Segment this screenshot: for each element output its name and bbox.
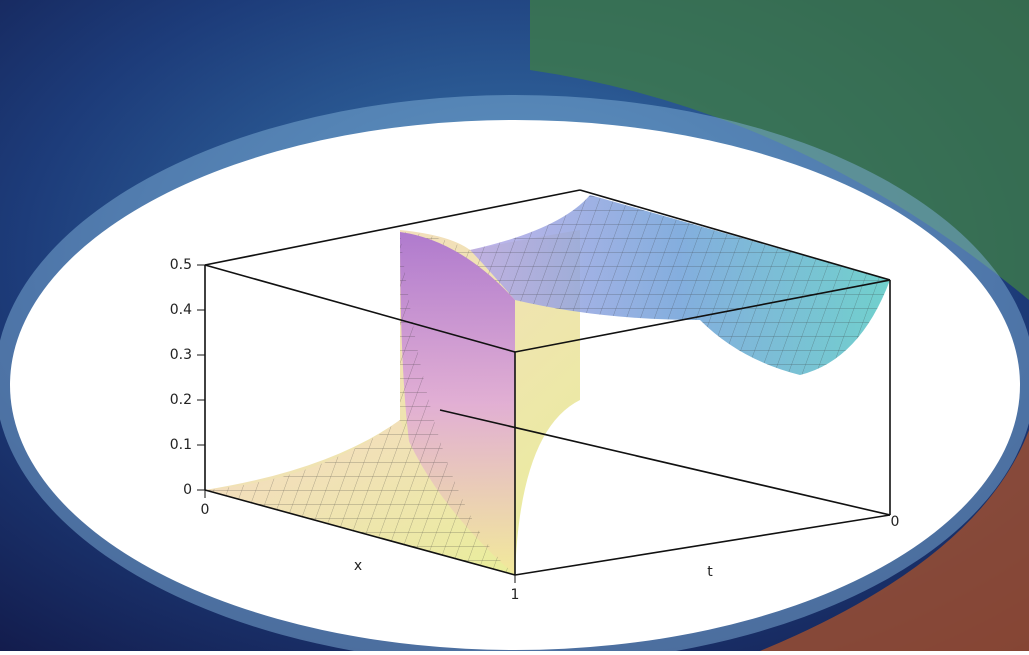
z-tick-label: 0 [183,482,192,498]
surface [205,195,890,575]
decor [530,0,1029,300]
z-tick-label: 0.2 [170,392,192,408]
decor [760,430,1029,651]
z-tick-label: 0.5 [170,257,192,273]
x-tick-label: 1 [511,587,520,603]
box-edge [514,514,891,576]
plot-box [204,189,891,576]
box-edge [579,189,891,281]
box-edge [514,279,891,353]
z-tick-label: 0.4 [170,302,192,318]
x-tick-label: 0 [201,502,210,518]
z-tick-label: 0.1 [170,437,192,453]
t-axis-label: t [707,564,713,580]
box-edge [439,409,891,516]
x-axis-label: x [354,558,362,574]
z-tick-label: 0.3 [170,347,192,363]
box-edge [204,264,516,353]
t-tick-label: 0 [891,514,900,530]
box-edge [204,489,516,576]
box-edge [204,189,581,266]
